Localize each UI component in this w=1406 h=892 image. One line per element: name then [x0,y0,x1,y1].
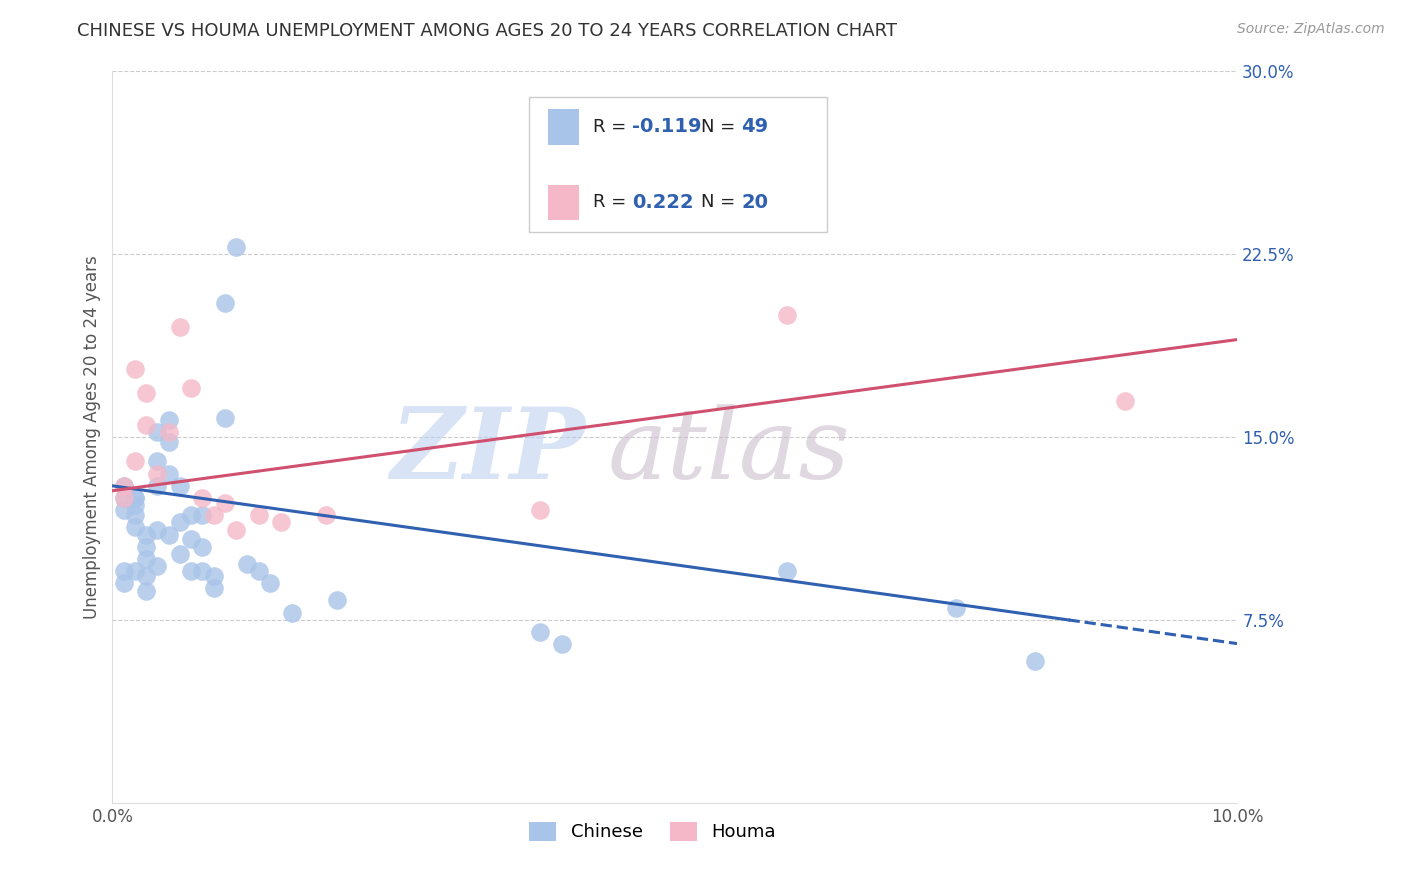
Point [529,503,551,517]
Point [191,540,214,554]
Point [157,413,180,427]
Text: ZIP: ZIP [389,403,585,500]
Point [124,499,146,513]
Point [146,523,169,537]
Point [112,479,135,493]
Point [191,508,214,522]
Point [247,508,270,522]
Point [146,559,169,574]
Point [180,564,202,578]
Text: N =: N = [700,118,741,136]
Point [146,425,169,440]
Point [169,479,191,493]
Point [169,547,191,561]
Point [326,593,349,607]
Point [236,557,259,571]
Point [112,479,135,493]
Point [112,503,135,517]
Point [281,606,304,620]
Text: N =: N = [700,194,741,211]
Point [214,410,236,425]
Point [135,540,157,554]
Point [124,361,146,376]
Point [124,454,146,468]
Point [135,527,157,541]
Point [180,381,202,395]
Point [146,454,169,468]
Point [157,425,180,440]
Text: Source: ZipAtlas.com: Source: ZipAtlas.com [1237,22,1385,37]
Point [1024,654,1046,668]
Point [202,581,225,595]
Point [191,564,214,578]
Point [124,564,146,578]
Point [169,320,191,334]
Point [135,417,157,432]
Y-axis label: Unemployment Among Ages 20 to 24 years: Unemployment Among Ages 20 to 24 years [83,255,101,619]
Point [157,467,180,481]
Text: R =: R = [593,118,631,136]
Point [214,496,236,510]
Point [776,308,799,322]
Point [776,564,799,578]
Bar [548,185,579,219]
Point [157,434,180,449]
Bar [548,110,579,145]
Legend: Chinese, Houma: Chinese, Houma [522,814,783,848]
Point [124,491,146,505]
FancyBboxPatch shape [529,97,827,232]
Point [124,508,146,522]
Point [259,576,281,591]
Point [315,508,337,522]
Point [214,296,236,310]
Point [112,564,135,578]
Point [202,569,225,583]
Text: 49: 49 [741,118,768,136]
Point [146,467,169,481]
Text: CHINESE VS HOUMA UNEMPLOYMENT AMONG AGES 20 TO 24 YEARS CORRELATION CHART: CHINESE VS HOUMA UNEMPLOYMENT AMONG AGES… [77,22,897,40]
Point [135,569,157,583]
Point [529,625,551,640]
Point [1114,393,1136,408]
Point [157,527,180,541]
Point [945,600,967,615]
Point [191,491,214,505]
Text: 0.222: 0.222 [633,193,693,211]
Point [124,520,146,534]
Point [270,516,292,530]
Point [202,508,225,522]
Point [146,479,169,493]
Point [551,637,574,651]
Point [169,516,191,530]
Point [112,491,135,505]
Point [124,491,146,505]
Point [180,508,202,522]
Point [247,564,270,578]
Text: R =: R = [593,194,631,211]
Point [112,491,135,505]
Point [225,523,247,537]
Text: atlas: atlas [607,404,851,500]
Point [225,240,247,254]
Point [135,583,157,598]
Point [180,533,202,547]
Point [135,552,157,566]
Text: 20: 20 [741,193,768,211]
Point [135,386,157,401]
Point [112,576,135,591]
Text: -0.119: -0.119 [633,118,702,136]
